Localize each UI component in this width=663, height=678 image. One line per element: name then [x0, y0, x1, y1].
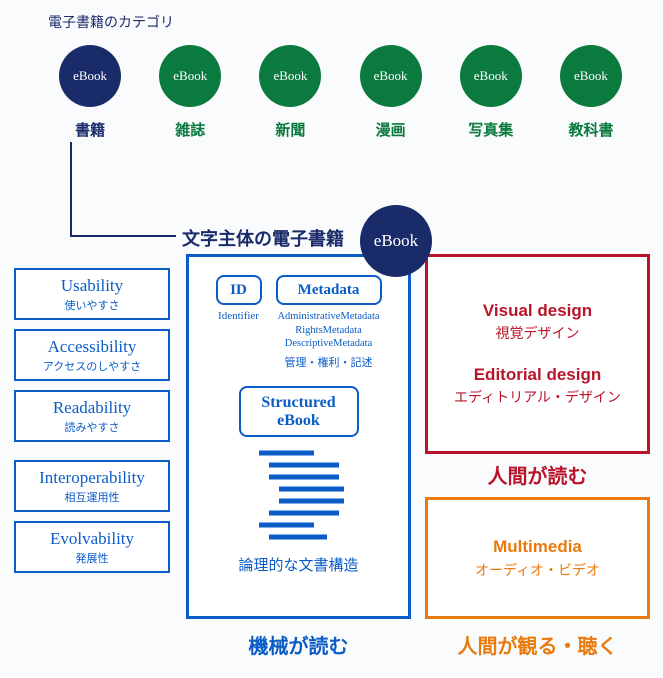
- id-box: ID: [216, 275, 262, 305]
- subtitle: 文字主体の電子書籍: [182, 225, 344, 251]
- editorial-design-en: Editorial design: [454, 365, 621, 385]
- document-structure-icon: [239, 447, 359, 542]
- category-circle: eBook: [259, 45, 321, 107]
- category-circle: eBook: [159, 45, 221, 107]
- center-panel: ID Identifier Metadata AdministrativeMet…: [186, 254, 411, 619]
- quality-box: Usability使いやすさ: [14, 268, 170, 320]
- right-bottom-panel: Multimedia オーディオ・ビデオ: [425, 497, 650, 619]
- structured-line1: Structured: [261, 394, 335, 411]
- right-top-panel: Visual design 視覚デザイン Editorial design エデ…: [425, 254, 650, 454]
- category-item: eBook 漫画: [341, 45, 441, 140]
- category-circle: eBook: [360, 45, 422, 107]
- id-subtitle: Identifier: [216, 310, 262, 322]
- connector-vertical: [70, 142, 72, 235]
- category-item: eBook 新聞: [240, 45, 340, 140]
- category-row: eBook書籍eBook雑誌eBook新聞eBook漫画eBook写真集eBoo…: [40, 45, 641, 140]
- right-bottom-caption: 人間が観る・聴く: [425, 630, 650, 659]
- visual-design-jp: 視覚デザイン: [483, 323, 592, 343]
- category-label: 書籍: [75, 119, 105, 140]
- quality-box: Interoperability相互運用性: [14, 460, 170, 512]
- category-label: 新聞: [275, 119, 305, 140]
- editorial-design-block: Editorial design エディトリアル・デザイン: [454, 365, 621, 407]
- quality-jp: アクセスのしやすさ: [18, 358, 166, 374]
- category-circle: eBook: [560, 45, 622, 107]
- center-caption: 機械が読む: [186, 630, 411, 659]
- quality-en: Interoperability: [18, 468, 166, 488]
- meta-sub-1: AdministrativeMetadata: [277, 311, 379, 322]
- meta-sub-2: RightsMetadata: [295, 325, 362, 336]
- category-label: 写真集: [468, 119, 513, 140]
- visual-design-block: Visual design 視覚デザイン: [483, 301, 592, 343]
- quality-jp: 相互運用性: [18, 489, 166, 505]
- structured-box: Structured eBook: [239, 386, 359, 437]
- quality-jp: 発展性: [18, 550, 166, 566]
- category-item: eBook 書籍: [40, 45, 140, 140]
- metadata-box: Metadata: [276, 275, 382, 305]
- category-item: eBook 写真集: [441, 45, 541, 140]
- quality-en: Evolvability: [18, 529, 166, 549]
- page-title: 電子書籍のカテゴリ: [48, 12, 174, 32]
- category-label: 教科書: [568, 119, 613, 140]
- right-top-caption: 人間が読む: [425, 460, 650, 489]
- meta-sub-3: DescriptiveMetadata: [285, 338, 372, 349]
- quality-en: Accessibility: [18, 337, 166, 357]
- logical-structure-label: 論理的な文書構造: [201, 554, 396, 575]
- editorial-design-jp: エディトリアル・デザイン: [454, 387, 621, 407]
- category-item: eBook 教科書: [541, 45, 641, 140]
- visual-design-en: Visual design: [483, 301, 592, 321]
- quality-box: Readability読みやすさ: [14, 390, 170, 442]
- quality-en: Readability: [18, 398, 166, 418]
- meta-row: ID Identifier Metadata AdministrativeMet…: [201, 275, 396, 370]
- quality-box: Evolvability発展性: [14, 521, 170, 573]
- multimedia-jp: オーディオ・ビデオ: [475, 560, 600, 580]
- ebook-big-circle: eBook: [360, 205, 432, 277]
- category-item: eBook 雑誌: [140, 45, 240, 140]
- category-label: 雑誌: [175, 119, 205, 140]
- qualities-column: Usability使いやすさ Accessibilityアクセスのしやすさ Read…: [14, 268, 170, 582]
- category-circle: eBook: [460, 45, 522, 107]
- quality-box: Accessibilityアクセスのしやすさ: [14, 329, 170, 381]
- metadata-sub-jp: 管理・権利・記述: [276, 354, 382, 370]
- category-label: 漫画: [376, 119, 406, 140]
- category-circle: eBook: [59, 45, 121, 107]
- metadata-sublist: AdministrativeMetadata RightsMetadata De…: [276, 310, 382, 351]
- structured-line2: eBook: [277, 412, 320, 429]
- connector-horizontal: [70, 235, 176, 237]
- multimedia-en: Multimedia: [493, 537, 582, 557]
- quality-jp: 使いやすさ: [18, 297, 166, 313]
- quality-jp: 読みやすさ: [18, 419, 166, 435]
- quality-en: Usability: [18, 276, 166, 296]
